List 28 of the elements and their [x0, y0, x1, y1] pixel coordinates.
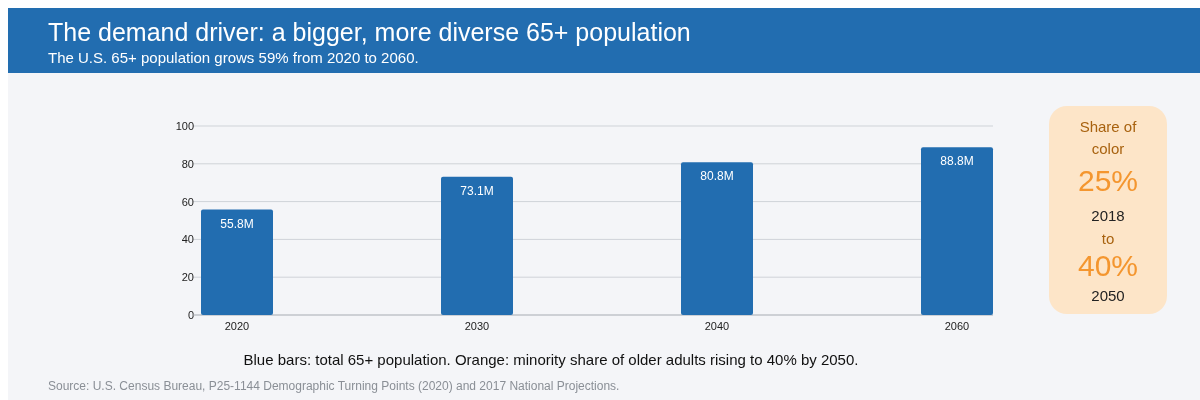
- y-tick-label: 0: [187, 309, 194, 321]
- data-label: 73.1M: [460, 183, 494, 198]
- x-tick-label: 2040: [704, 320, 730, 332]
- text: Blue bars: total 65+ population. Orange: minority share of older adults rising to 40% by 2050.: [243, 351, 859, 368]
- data-label: 88.8M: [940, 154, 974, 169]
- data-label: 55.8M: [220, 216, 254, 231]
- text: Share of color: [1079, 118, 1138, 157]
- y-tick-label: 40: [181, 233, 194, 246]
- text: 2018: [1091, 207, 1125, 224]
- text: to: [1101, 230, 1115, 247]
- text: 25%: [1077, 164, 1139, 197]
- text: 2050: [1091, 287, 1125, 304]
- chart-title: The demand driver: a bigger, more diverse 65+ population: [48, 18, 691, 46]
- bar: [681, 162, 753, 315]
- bar: [201, 209, 273, 315]
- bar: [921, 147, 993, 315]
- y-tick-label: 20: [181, 271, 194, 284]
- x-tick-label: 2020: [224, 320, 250, 332]
- y-tick-label: 80: [181, 157, 194, 170]
- y-tick-label: 100: [175, 120, 194, 132]
- chart-subtitle: The U.S. 65+ population grows 59% from 2020 to 2060.: [48, 49, 419, 66]
- x-tick-label: 2030: [464, 320, 490, 332]
- x-tick-label: 2060: [944, 320, 970, 332]
- y-tick-label: 60: [181, 195, 194, 208]
- text: 40%: [1077, 249, 1139, 282]
- bar: [441, 176, 513, 315]
- source-note: Source: U.S. Census Bureau, P25-1144 Demographic Turning Points (2020) and 2017 National Projections.: [48, 379, 620, 393]
- data-label: 80.8M: [700, 169, 734, 184]
